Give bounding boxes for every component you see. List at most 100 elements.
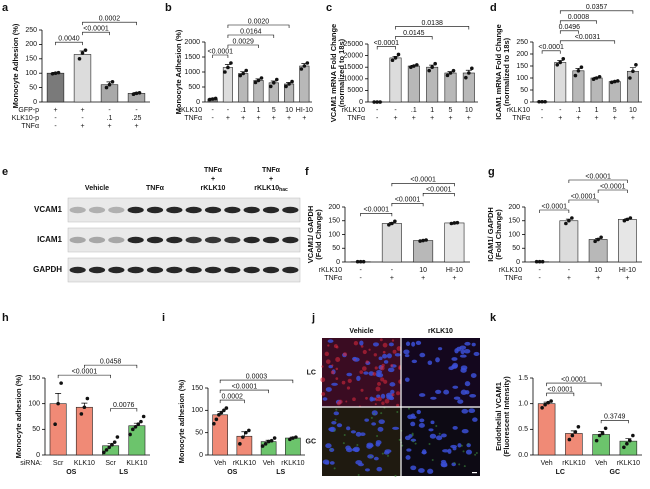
bar (238, 73, 249, 103)
x-tick-label: Scr (105, 460, 116, 467)
y-axis-label: (normalized to 18s) (502, 37, 511, 106)
nucleus (383, 360, 389, 364)
data-point (141, 414, 146, 419)
nucleus (441, 433, 447, 438)
vcam-signal (368, 348, 371, 351)
row-label: rKLK10 (179, 107, 202, 114)
y-tick-label: 100 (28, 401, 40, 408)
panel-letter: a (2, 2, 9, 14)
scale-bar (472, 472, 477, 474)
vcam-signal (379, 338, 383, 342)
nucleus (464, 341, 471, 346)
bar (75, 406, 93, 456)
vcam-signal (374, 403, 377, 406)
green-signal (342, 442, 345, 445)
significance-bracket (559, 40, 616, 44)
green-signal (343, 433, 346, 436)
p-value: <0.0001 (208, 48, 234, 55)
data-point (448, 71, 453, 75)
data-point (567, 437, 572, 442)
nucleus (459, 345, 467, 350)
vcam-signal (330, 370, 335, 375)
data-point (104, 85, 109, 90)
significance-bracket (546, 382, 602, 387)
vcam-signal (377, 381, 381, 386)
data-point (612, 79, 617, 84)
x-tick-label: 1 (430, 107, 434, 114)
x-tick-label: - (391, 267, 394, 274)
row-label: TNFα (504, 275, 522, 282)
x-tick-label: - (211, 115, 214, 122)
green-signal (411, 433, 414, 436)
x-tick-label: rKLK10 (281, 460, 304, 467)
y-tick-label: 0 (516, 259, 520, 266)
nucleus (373, 456, 379, 461)
green-signal (438, 432, 441, 435)
data-point (102, 450, 106, 455)
x-tick-label: + (558, 115, 562, 122)
data-point (599, 235, 603, 240)
p-value: 0.0002 (99, 16, 121, 23)
data-point (393, 219, 397, 224)
row-label: KLK10-p (12, 115, 39, 122)
x-tick-label: + (467, 115, 471, 122)
significance-bracket (110, 408, 138, 412)
nucleus (457, 443, 462, 448)
nucleus (452, 425, 458, 430)
blot-band (204, 266, 222, 274)
significance-bracket (546, 392, 575, 397)
panel-letter: i (162, 312, 165, 324)
nucleus (328, 427, 335, 432)
green-signal (376, 435, 379, 438)
p-value: 0.0040 (58, 36, 80, 43)
blot-band (282, 266, 299, 274)
y-tick-label: 1000 (184, 69, 200, 76)
data-point (561, 57, 566, 61)
y-tick-label: 100 (191, 407, 203, 414)
nucleus (421, 449, 427, 455)
nucleus (472, 417, 478, 422)
significance-bracket (395, 36, 433, 40)
green-signal (463, 465, 466, 468)
data-point (467, 71, 471, 75)
p-value: 0.0076 (113, 402, 135, 409)
panel-letter: h (2, 312, 9, 324)
nucleus (459, 354, 467, 358)
x-tick-label: 10 (419, 267, 427, 274)
data-point (302, 64, 307, 68)
nucleus (419, 418, 425, 423)
micrograph-divider (322, 338, 480, 476)
blot-column-label: TNFα (146, 185, 165, 192)
blot-band (88, 206, 106, 214)
data-point (133, 424, 138, 429)
blot-column-label: rKLK10hac (254, 185, 288, 193)
vcam-signal (365, 396, 368, 400)
x-tick-label: 5 (272, 107, 276, 114)
y-tick-label: 0 (359, 99, 363, 106)
y-axis-label: ICAM1/ GAPDH (486, 207, 495, 262)
nucleus (428, 428, 434, 432)
x-tick-label: HI-10 (619, 267, 636, 274)
x-tick-label: Veh (541, 460, 553, 467)
green-signal (334, 418, 337, 421)
nucleus (360, 432, 366, 436)
x-tick-label: + (107, 123, 111, 130)
green-signal (435, 425, 438, 428)
data-point (284, 84, 288, 89)
green-signal (333, 467, 336, 470)
data-point (259, 76, 264, 80)
bar (260, 441, 277, 456)
data-point (390, 221, 394, 226)
data-point (107, 445, 112, 450)
data-point (210, 97, 215, 101)
vcam-signal (360, 345, 364, 348)
x-tick-label: + (80, 123, 84, 130)
green-signal (380, 412, 383, 415)
data-point (412, 64, 416, 68)
x-tick-label: rKLK10 (617, 460, 640, 467)
x-tick-label: - (376, 115, 379, 122)
panel-letter: f (305, 166, 309, 178)
blot-band (282, 206, 299, 214)
data-point (570, 433, 575, 438)
green-signal (467, 443, 470, 446)
